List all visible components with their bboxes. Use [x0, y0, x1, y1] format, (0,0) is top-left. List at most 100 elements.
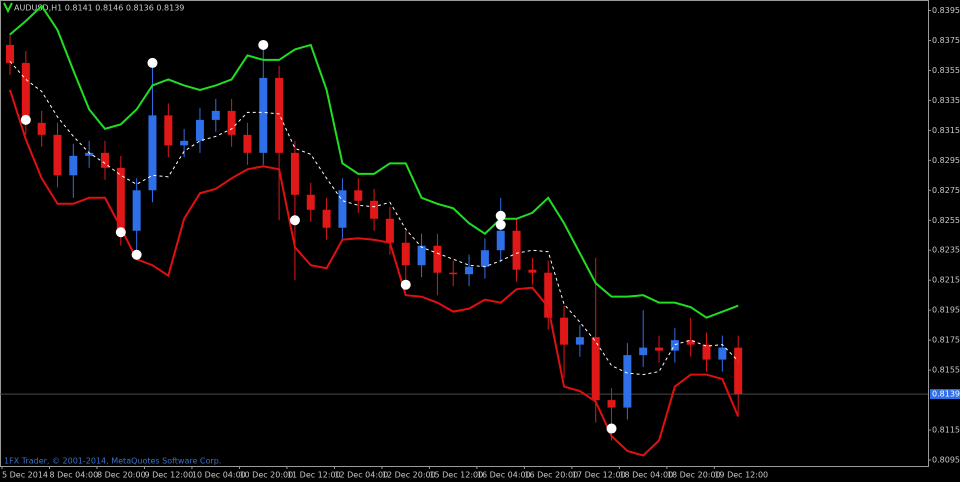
- candle-body: [591, 337, 600, 401]
- candle-body: [433, 245, 442, 273]
- x-tick-label: 11 Dec 12:00: [287, 471, 341, 480]
- y-tick-label: 0.8115: [932, 426, 960, 435]
- x-tick-label: 8 Dec 04:00: [49, 471, 98, 480]
- x-tick-label: 16 Dec 04:00: [477, 471, 531, 480]
- candle-body: [164, 115, 173, 146]
- candle-body: [401, 242, 410, 266]
- candle-body: [180, 140, 189, 146]
- y-tick-label: 0.8155: [932, 366, 960, 375]
- y-tick-label: 0.8315: [932, 126, 960, 135]
- fractal-marker: [115, 227, 126, 238]
- candle-body: [607, 400, 616, 408]
- y-tick-label: 0.8375: [932, 36, 960, 45]
- candle-body: [85, 152, 94, 156]
- candle-body: [385, 218, 394, 243]
- x-tick-label: 18 Dec 04:00: [619, 471, 673, 480]
- candle-body: [560, 317, 569, 345]
- candle-body: [734, 347, 743, 395]
- current-price-label: 0.8139: [932, 390, 960, 399]
- candle-body: [100, 152, 109, 168]
- candle-body: [148, 115, 157, 191]
- x-tick-label: 17 Dec 12:00: [572, 471, 626, 480]
- y-tick-label: 0.8355: [932, 66, 960, 75]
- x-tick-label: 9 Dec 12:00: [144, 471, 193, 480]
- candle-body: [322, 209, 331, 228]
- x-tick-label: 18 Dec 20:00: [667, 471, 721, 480]
- candle-body: [53, 134, 62, 176]
- current-price-box: [930, 389, 960, 400]
- y-tick-label: 0.8255: [932, 216, 960, 225]
- y-tick-label: 0.8295: [932, 156, 960, 165]
- x-tick-label: 12 Dec 20:00: [382, 471, 436, 480]
- x-tick-label: 8 Dec 20:00: [97, 471, 146, 480]
- fractal-marker: [289, 215, 300, 226]
- x-tick-label: 15 Dec 12:00: [429, 471, 483, 480]
- y-tick-label: 0.8095: [932, 456, 960, 465]
- x-tick-label: 10 Dec 04:00: [192, 471, 246, 480]
- candle-body: [338, 190, 347, 228]
- x-tick-label: 12 Dec 04:00: [334, 471, 388, 480]
- candle-body: [670, 340, 679, 351]
- candle-body: [132, 190, 141, 231]
- candle-body: [449, 272, 458, 275]
- candle-body: [306, 194, 315, 210]
- fractal-marker: [495, 219, 506, 230]
- candle-body: [465, 266, 474, 275]
- middle-band: [9, 61, 739, 376]
- candle-body: [686, 340, 695, 345]
- plot-frame: [0, 0, 929, 467]
- candle-body: [480, 250, 489, 267]
- lower-band: [9, 89, 740, 457]
- x-tick-label: 5 Dec 2014: [2, 471, 48, 480]
- copyright: 1FX Trader, © 2001-2014, MetaQuotes Soft…: [4, 457, 221, 466]
- candle-body: [575, 337, 584, 345]
- candle-body: [195, 119, 204, 141]
- candle-body: [496, 230, 505, 251]
- candle-body: [354, 190, 363, 201]
- candle-body: [623, 355, 632, 408]
- candle-body: [512, 230, 521, 270]
- candle-body: [528, 269, 537, 273]
- y-tick-label: 0.8215: [932, 276, 960, 285]
- fractal-marker: [258, 39, 269, 50]
- upper-band: [9, 4, 739, 319]
- x-tick-label: 10 Dec 20:00: [239, 471, 293, 480]
- candle-body: [718, 347, 727, 360]
- candle-body: [417, 245, 426, 266]
- fractal-marker: [400, 279, 411, 290]
- fractal-marker: [131, 249, 142, 260]
- fractal-marker: [147, 57, 158, 68]
- candle-body: [702, 344, 711, 360]
- chart-title: AUDUSD,H1 0.8141 0.8146 0.8136 0.8139: [14, 4, 184, 13]
- candle-body: [227, 110, 236, 135]
- candle-body: [37, 122, 46, 135]
- candle-body: [275, 77, 284, 153]
- candle-body: [211, 110, 220, 120]
- candle-body: [655, 347, 664, 351]
- x-tick-label: 16 Dec 20:00: [524, 471, 578, 480]
- candle-body: [116, 167, 125, 231]
- y-tick-label: 0.8235: [932, 246, 960, 255]
- y-tick-label: 0.8335: [932, 96, 960, 105]
- y-tick-label: 0.8195: [932, 306, 960, 315]
- x-tick-label: 19 Dec 12:00: [714, 471, 768, 480]
- candle-body: [544, 272, 553, 318]
- y-tick-label: 0.8395: [932, 6, 960, 15]
- y-tick-label: 0.8275: [932, 186, 960, 195]
- logo: [3, 2, 13, 14]
- candle-body: [639, 347, 648, 356]
- candle-body: [69, 155, 78, 176]
- candle-body: [290, 152, 299, 195]
- candle-body: [6, 44, 14, 63]
- y-tick-label: 0.8175: [932, 336, 960, 345]
- candle-body: [21, 62, 30, 123]
- candle-body: [370, 200, 379, 219]
- fractal-marker: [495, 210, 506, 221]
- candle-body: [259, 77, 268, 153]
- candle-body: [243, 134, 252, 153]
- fractal-marker: [20, 114, 31, 125]
- fractal-marker: [606, 423, 617, 434]
